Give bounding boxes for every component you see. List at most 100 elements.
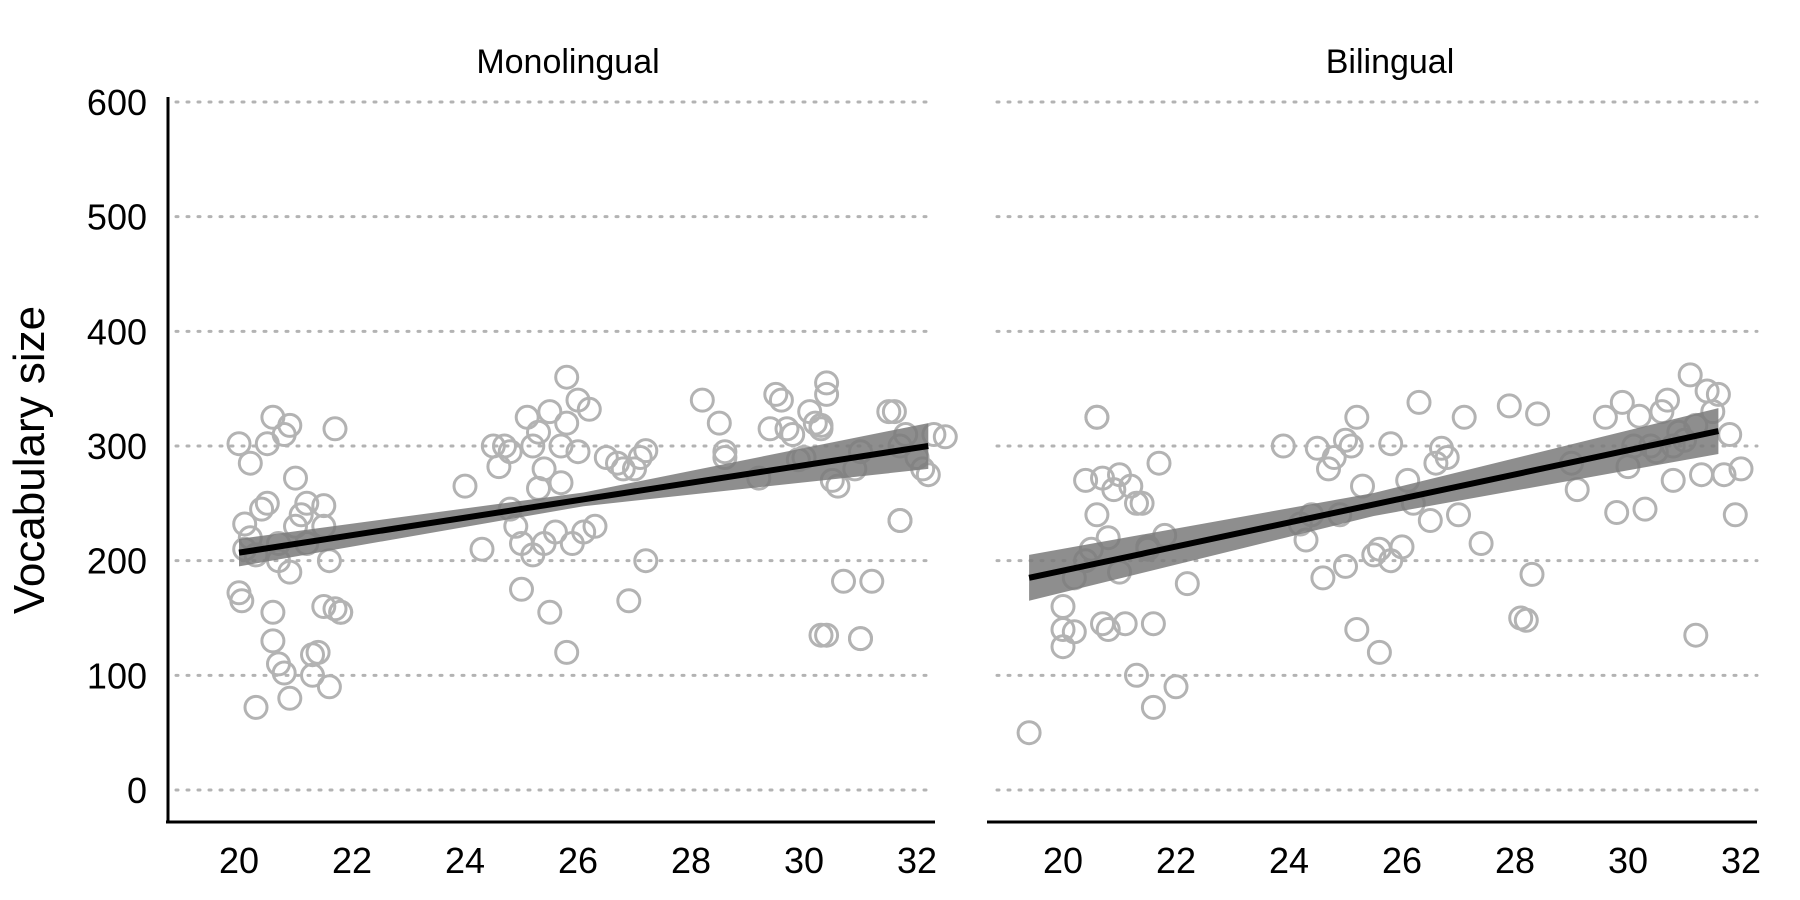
data-point [932, 424, 958, 450]
data-point [1344, 404, 1370, 430]
data-point [1174, 571, 1200, 597]
data-point [1095, 617, 1121, 642]
data-point [249, 496, 275, 522]
data-point [1711, 462, 1737, 488]
panel-monolingual: Monolingual 20 22 24 26 28 30 32 [166, 43, 958, 881]
data-point [1050, 617, 1076, 642]
data-point [1304, 435, 1330, 461]
data-point [1321, 445, 1347, 470]
y-tick-label: 500 [87, 197, 147, 238]
data-point [1090, 611, 1115, 637]
y-tick-label: 300 [87, 426, 147, 467]
data-point [1361, 542, 1387, 568]
data-point [780, 422, 806, 447]
data-point [322, 416, 348, 442]
data-point [1344, 617, 1370, 642]
data-point [633, 438, 659, 464]
x-tick-label: 28 [671, 840, 711, 881]
data-point [1101, 477, 1127, 503]
data-point [1270, 433, 1296, 459]
data-point [1705, 381, 1731, 407]
data-point [322, 596, 348, 622]
data-point [229, 588, 255, 614]
data-point [1728, 456, 1754, 482]
data-point [1632, 496, 1658, 522]
data-point [1604, 500, 1630, 525]
data-point [243, 694, 269, 720]
data-point [627, 445, 653, 470]
data-point [237, 450, 263, 476]
data-point [1050, 594, 1076, 619]
x-tick-label: 24 [1269, 840, 1309, 881]
x-tick-label: 26 [558, 840, 598, 881]
x-tick-label: 20 [1043, 840, 1083, 881]
data-point [706, 410, 732, 436]
data-point [610, 456, 636, 482]
data-point [848, 626, 873, 652]
data-point [1366, 639, 1392, 665]
data-point [300, 662, 325, 688]
confidence-band [239, 423, 929, 567]
data-point [260, 628, 286, 654]
x-tick-label: 24 [445, 840, 485, 881]
data-point [226, 431, 252, 457]
data-point [1689, 462, 1714, 488]
y-tick-label: 200 [87, 541, 147, 582]
data-point [1084, 502, 1110, 528]
data-point [1564, 477, 1590, 503]
data-point [1389, 534, 1415, 560]
regression-line [1028, 428, 1720, 581]
panel-title-monolingual: Monolingual [476, 43, 659, 81]
data-point [576, 396, 602, 422]
data-point [1061, 619, 1087, 645]
x-axis: 20 22 24 26 28 30 32 [1043, 840, 1761, 881]
data-point [1513, 607, 1539, 633]
data-point [774, 416, 800, 442]
data-point [537, 399, 563, 425]
data-point [763, 381, 789, 407]
data-point [1519, 561, 1545, 587]
data-point [254, 431, 280, 457]
data-point [294, 490, 320, 516]
data-point [1717, 422, 1743, 447]
data-point [1146, 450, 1172, 476]
data-point [554, 410, 580, 436]
data-point [305, 639, 331, 665]
data-point [881, 399, 907, 425]
data-point [1417, 508, 1443, 533]
data-point [633, 548, 659, 574]
data-point [1626, 403, 1652, 429]
y-tick-label: 600 [87, 82, 147, 123]
data-point [497, 439, 523, 465]
data-point [1660, 467, 1686, 493]
data-point [288, 502, 314, 528]
data-point [232, 511, 258, 537]
data-point [689, 387, 715, 413]
data-point [808, 416, 834, 442]
data-point [1468, 531, 1494, 556]
x-tick-label: 32 [897, 840, 937, 881]
data-point [1683, 622, 1709, 648]
data-point [509, 576, 534, 602]
data-point [1310, 565, 1336, 591]
data-point [526, 419, 551, 445]
y-axis-title: Vocabulary size [5, 306, 54, 614]
data-point [492, 433, 517, 459]
data-point [1084, 404, 1110, 430]
data-point [1592, 404, 1618, 430]
data-point [1163, 674, 1189, 700]
data-point [554, 364, 580, 390]
x-tick-label: 26 [1382, 840, 1422, 881]
data-point [1118, 473, 1144, 499]
data-point [260, 599, 286, 625]
x-tick-label: 22 [1156, 840, 1196, 881]
data-point [271, 660, 297, 686]
data-point [1434, 445, 1460, 470]
data-point [1316, 456, 1341, 482]
data-point [565, 439, 591, 465]
data-point [1338, 433, 1364, 459]
x-tick-label: 22 [332, 840, 372, 881]
data-point [1609, 389, 1635, 415]
x-tick-label: 32 [1721, 840, 1761, 881]
